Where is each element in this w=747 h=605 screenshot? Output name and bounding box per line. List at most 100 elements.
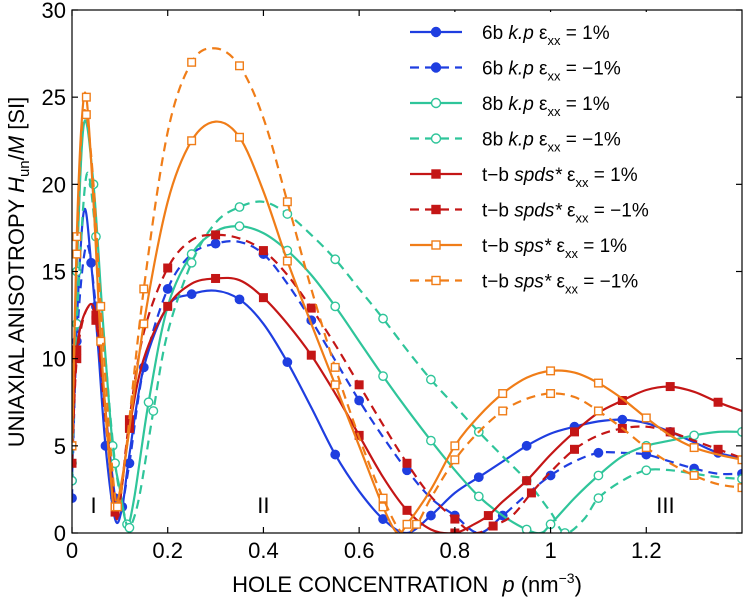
data-point (521, 440, 532, 451)
y-axis-label-prefix: UNIAXIAL ANISOTROPY (4, 193, 29, 447)
data-point (617, 414, 628, 425)
x-tick-label: 0.6 (344, 538, 375, 563)
data-point (234, 294, 245, 305)
data-point (186, 257, 197, 268)
region-label: I (90, 493, 96, 518)
y-tick-label: 25 (42, 85, 66, 110)
legend-marker (430, 97, 442, 109)
data-point (330, 362, 340, 372)
legend-marker (430, 62, 442, 73)
legend-label: t−b sps* εxx = −1% (482, 272, 638, 297)
data-point (546, 389, 556, 399)
y-tick-label: 20 (42, 172, 66, 197)
data-point (378, 493, 388, 503)
y-axis-label-unit: [SI] (4, 97, 29, 136)
data-point (689, 443, 699, 453)
data-point (81, 92, 91, 102)
data-point (234, 202, 245, 212)
legend-label: 8b k.p εxx = 1% (482, 94, 610, 119)
data-point (546, 366, 556, 376)
legend-marker (430, 133, 442, 144)
data-point (426, 510, 436, 521)
x-tick-label: 0.8 (440, 538, 471, 563)
data-point (210, 238, 221, 249)
data-point (186, 289, 197, 300)
data-point (72, 249, 82, 259)
data-point (234, 132, 244, 142)
y-tick-label: 5 (54, 434, 66, 459)
legend-marker (431, 204, 441, 215)
legend-entry: t−b sps* εxx = 1% (410, 236, 627, 261)
x-tick-label: 0 (66, 538, 78, 563)
y-axis-label-var2: M (4, 135, 29, 154)
data-point (426, 435, 436, 446)
data-point (306, 303, 316, 313)
data-point (593, 493, 604, 504)
data-point (162, 284, 173, 294)
y-tick-label: 0 (54, 521, 66, 546)
data-point (498, 389, 508, 399)
data-point (522, 476, 532, 486)
y-tick-label: 30 (42, 0, 66, 23)
data-point (282, 357, 293, 368)
data-point (143, 397, 154, 408)
legend-label: t−b spds* εxx = 1% (482, 165, 638, 190)
data-point (211, 273, 221, 283)
data-point (713, 444, 723, 454)
data-point (593, 406, 603, 416)
data-point (641, 443, 651, 453)
legend-label: 6b k.p εxx = 1% (482, 23, 610, 48)
data-point (163, 263, 173, 273)
x-axis-label: HOLE CONCENTRATION p (nm−3) (232, 570, 582, 597)
data-point (330, 301, 341, 312)
data-point (163, 301, 173, 311)
legend-marker (431, 240, 441, 250)
data-point (570, 444, 580, 454)
data-point (473, 491, 484, 502)
data-point (258, 293, 268, 303)
legend-entry: t−b spds* εxx = 1% (410, 165, 638, 190)
x-axis-label-prefix: HOLE CONCENTRATION (232, 572, 488, 597)
legend-background (404, 12, 734, 306)
x-axis-label-unit: (nm (515, 572, 559, 597)
data-point (593, 447, 604, 458)
x-tick-label: 1.2 (631, 538, 662, 563)
data-point (689, 430, 700, 441)
data-point (378, 313, 388, 324)
data-point (124, 458, 135, 469)
data-point (402, 458, 412, 468)
data-point (96, 336, 106, 346)
data-point (354, 395, 365, 406)
data-point (665, 382, 675, 392)
data-point (521, 524, 532, 533)
y-axis-label-sub: un (16, 160, 33, 177)
legend-entry: t−b spds* εxx = −1% (410, 201, 649, 226)
legend-entry: t−b sps* εxx = −1% (410, 272, 638, 297)
data-point (402, 505, 412, 515)
region-label: III (656, 493, 674, 518)
data-point (526, 488, 536, 498)
legend-marker (431, 169, 441, 179)
data-point (689, 470, 699, 480)
data-point (112, 502, 122, 512)
legend-marker (430, 26, 442, 38)
data-point (593, 378, 603, 388)
x-tick-label: 0.4 (248, 538, 279, 563)
data-point (354, 380, 364, 390)
data-point (306, 350, 316, 360)
x-axis-label-close: ) (575, 572, 582, 597)
x-tick-label: 1 (544, 538, 556, 563)
data-point (96, 301, 106, 311)
series-line (72, 207, 742, 533)
data-point (282, 256, 292, 266)
data-point (483, 511, 493, 521)
data-point (378, 514, 388, 524)
data-point (713, 397, 723, 407)
data-point (641, 465, 652, 476)
x-axis-label-var: p (501, 572, 514, 597)
legend: 6b k.p εxx = 1% 6b k.p εxx = −1% 8b k.p εx… (404, 12, 734, 306)
data-point (402, 519, 412, 529)
data-point (330, 449, 341, 460)
data-point (412, 519, 422, 529)
data-point (330, 254, 341, 265)
